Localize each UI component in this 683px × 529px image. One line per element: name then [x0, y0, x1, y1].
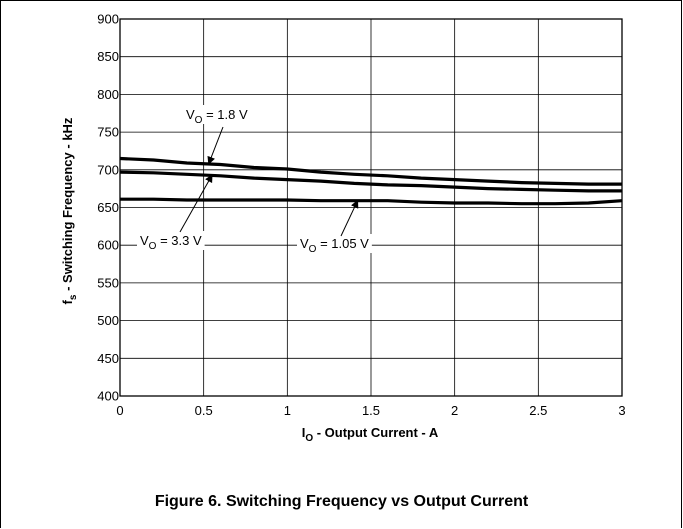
y-axis-label: fs - Switching Frequency - kHz [60, 117, 79, 304]
y-tick-label-400: 400 [97, 389, 119, 404]
y-tick-label-850: 850 [97, 49, 119, 64]
y-tick-label-700: 700 [97, 162, 119, 177]
x-axis-ticks: 0 0.5 1 1.5 2 2.5 3 [116, 403, 625, 418]
y-tick-label-500: 500 [97, 313, 119, 328]
y-tick-label-650: 650 [97, 200, 119, 215]
y-tick-label-450: 450 [97, 351, 119, 366]
series-line-3 [120, 197, 623, 206]
x-tick-label-1.5: 1.5 [362, 403, 380, 418]
plot-area [119, 18, 623, 397]
annotation-arrow-1 [207, 126, 224, 165]
annotation-arrow-2 [179, 174, 213, 233]
x-tick-label-0: 0 [116, 403, 123, 418]
series-lines [119, 156, 623, 206]
annotations: VO = 1.8 V VO = 3.3 V VO = 1.05 V [137, 105, 372, 255]
y-tick-label-600: 600 [97, 238, 119, 253]
x-tick-label-3: 3 [618, 403, 625, 418]
x-tick-label-2: 2 [451, 403, 458, 418]
y-tick-label-550: 550 [97, 275, 119, 290]
grid-lines [119, 18, 623, 397]
y-tick-label-750: 750 [97, 125, 119, 140]
figure-caption: Figure 6. Switching Frequency vs Output … [154, 493, 529, 510]
y-axis-ticks: 400 450 500 550 600 650 700 750 800 850 900 [97, 12, 119, 404]
x-axis-label: IO - Output Current - A [302, 425, 439, 444]
annotation-label-1: VO = 1.8 V [186, 107, 248, 126]
annotation-label-2: VO = 3.3 V [140, 233, 202, 252]
annotation-bg-1 [183, 105, 251, 124]
series-line-1 [119, 156, 622, 186]
annotation-label-3: VO = 1.05 V [300, 236, 369, 255]
annotation-arrow-3 [340, 199, 359, 237]
series-line-2 [119, 170, 622, 193]
y-tick-label-900: 900 [97, 12, 119, 27]
y-tick-label-800: 800 [97, 87, 119, 102]
annotation-bg-2 [137, 231, 205, 250]
switching-frequency-chart: 400 450 500 550 600 650 700 750 800 850 900 0 0.5 1 1… [60, 12, 626, 445]
annotation-bg-3 [297, 234, 372, 253]
x-tick-label-0.5: 0.5 [195, 403, 213, 418]
x-tick-label-1: 1 [284, 403, 291, 418]
x-tick-label-2.5: 2.5 [529, 403, 547, 418]
